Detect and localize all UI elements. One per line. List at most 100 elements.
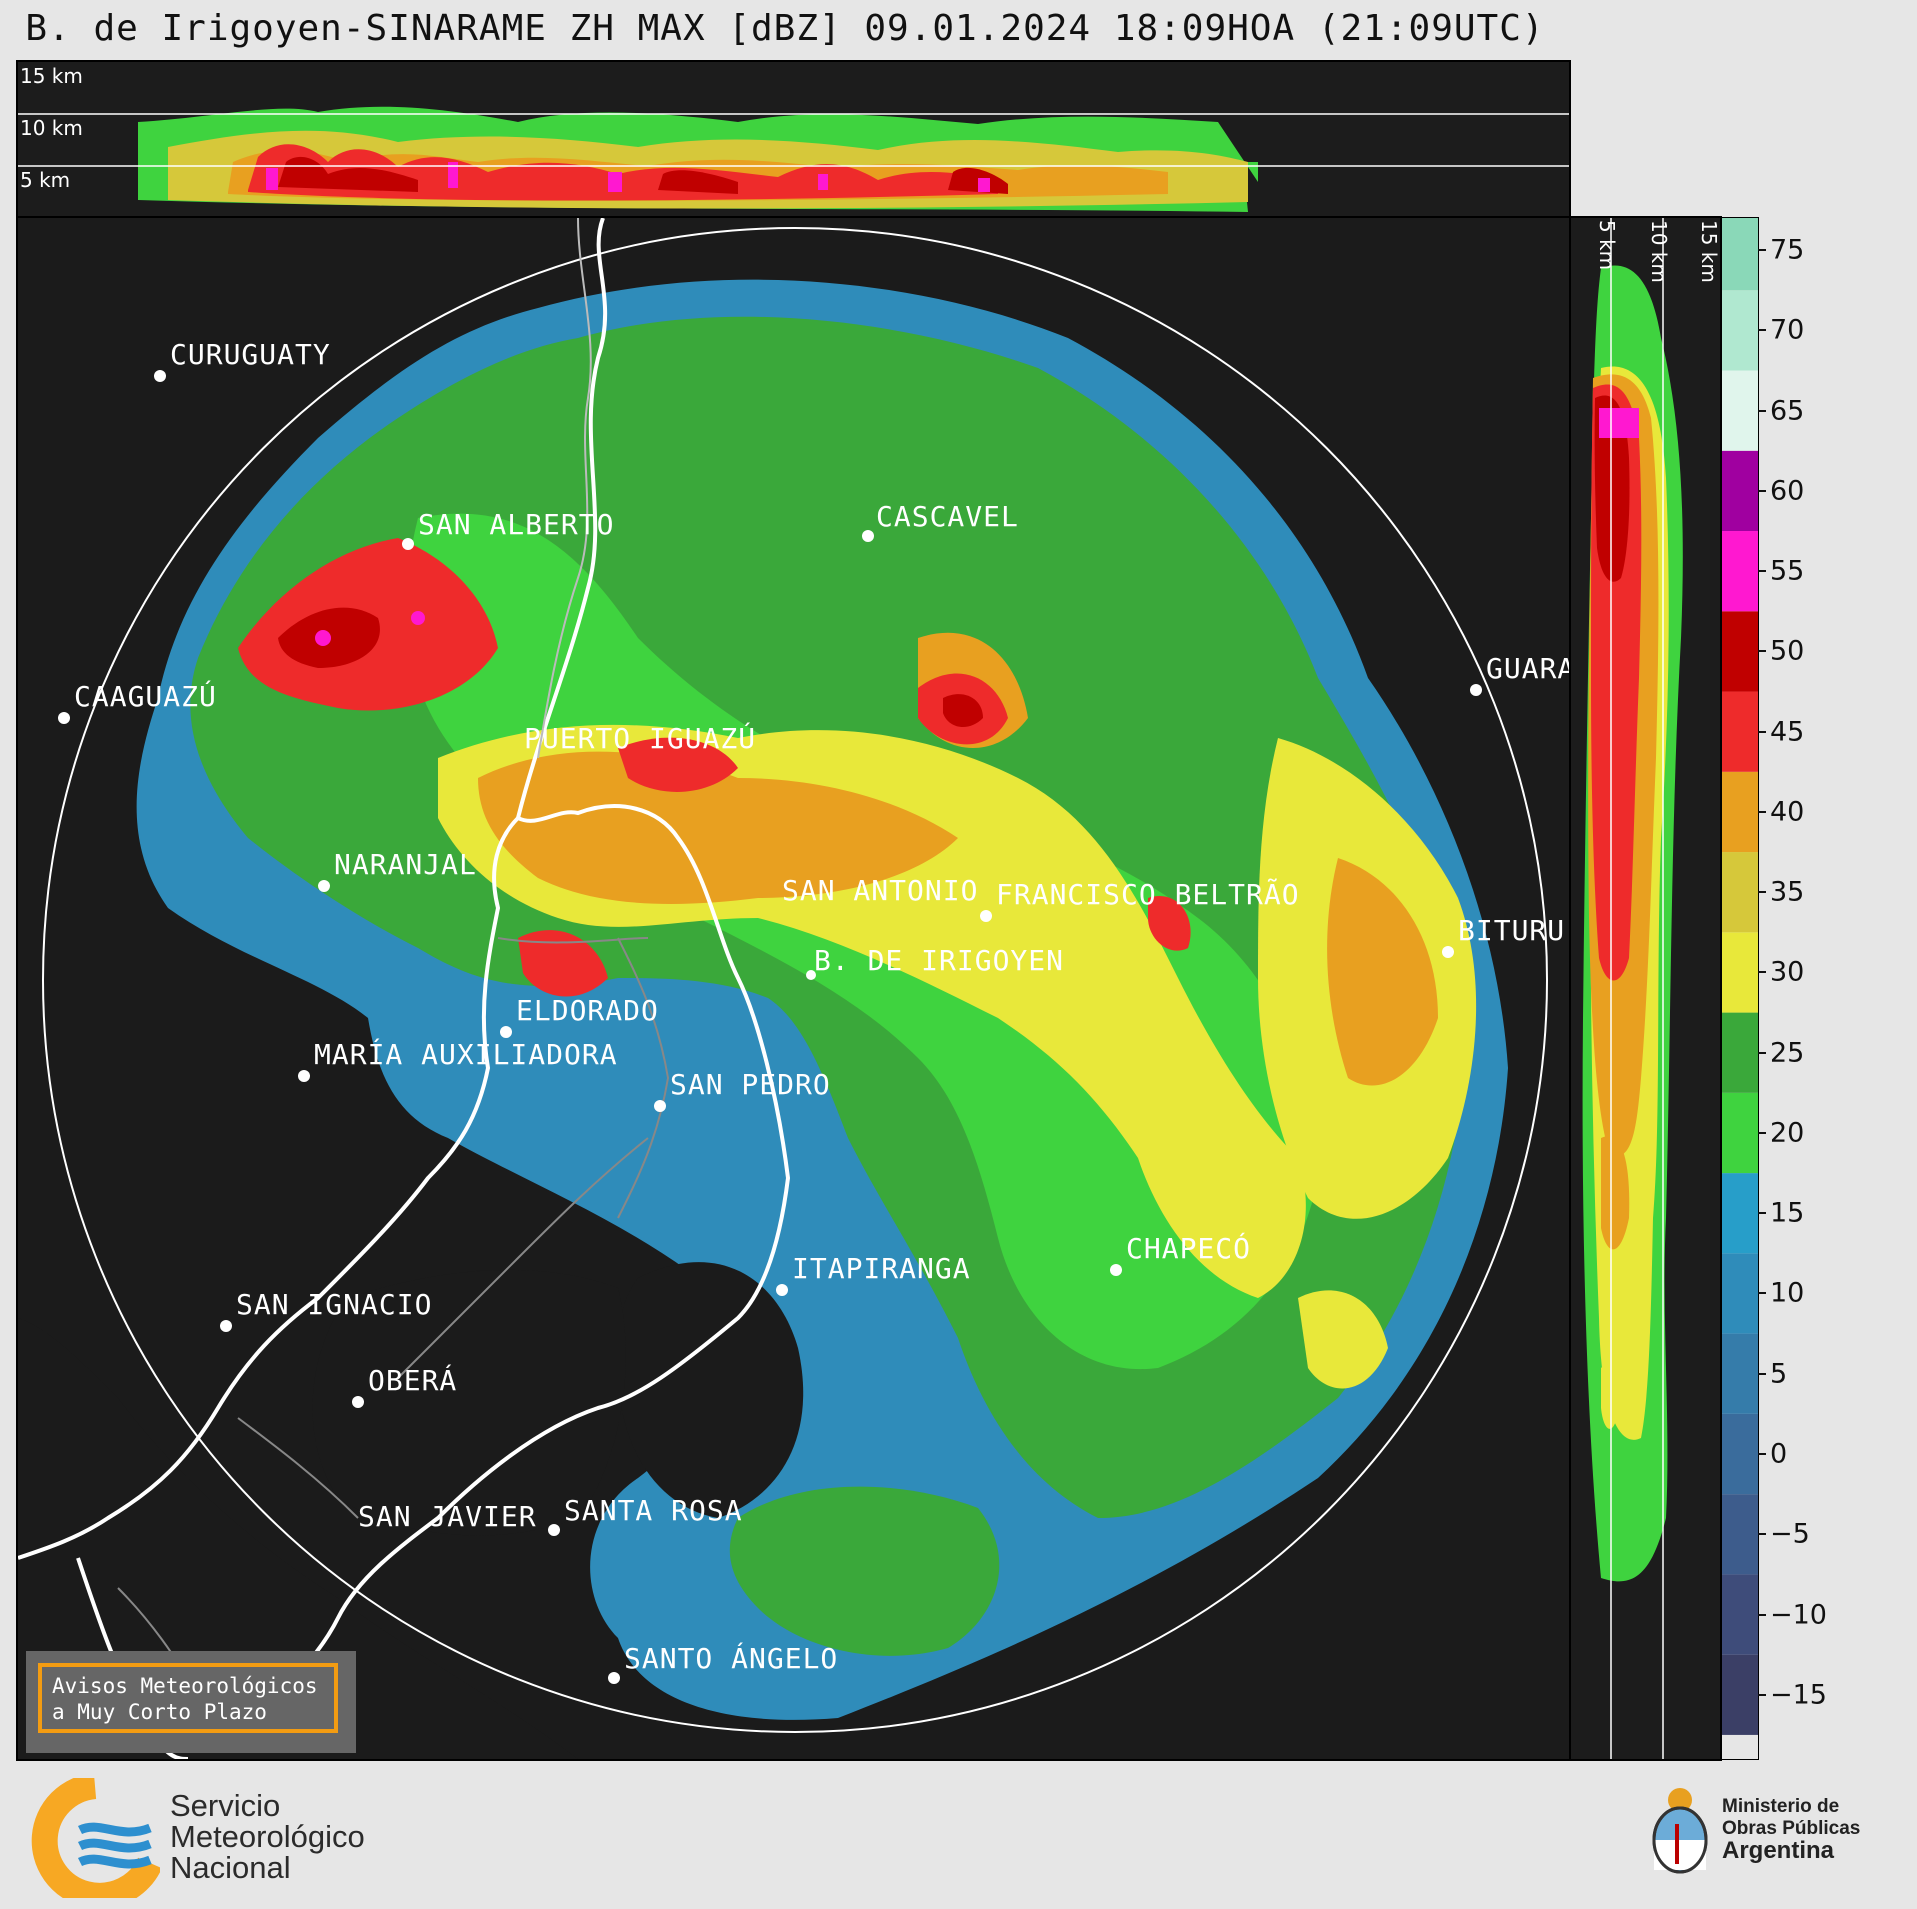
city-label-chapeco: CHAPECÓ <box>1126 1232 1252 1265</box>
city-dot-obera <box>352 1396 364 1408</box>
top-cross-section-echoes <box>18 106 1569 212</box>
side-alt-5km: 5 km <box>1595 220 1619 271</box>
city-label-san-alberto: SAN ALBERTO <box>418 508 615 541</box>
colorbar-tick-mark <box>1758 1131 1766 1134</box>
colorbar-band <box>1722 852 1758 933</box>
city-dot-curuguaty <box>154 370 166 382</box>
city-dot-itapiranga <box>776 1284 788 1296</box>
colorbar-tick-mark <box>1758 810 1766 813</box>
colorbar-band <box>1722 932 1758 1013</box>
smn-logo-icon <box>31 1778 160 1898</box>
colorbar-tick-mark <box>1758 891 1766 894</box>
city-dot-santo-angelo <box>608 1672 620 1684</box>
colorbar-band <box>1722 450 1758 532</box>
city-dot-francisco-beltrao <box>980 910 992 922</box>
colorbar-tick-label: 5 <box>1770 1358 1788 1390</box>
side-alt-15km: 15 km <box>1697 220 1720 283</box>
colorbar-tick-mark <box>1758 1292 1766 1295</box>
colorbar-band <box>1722 1253 1758 1334</box>
city-label-francisco-beltrao: FRANCISCO BELTRÃO <box>996 878 1300 911</box>
colorbar-tick-mark <box>1758 570 1766 573</box>
colorbar-band <box>1722 1654 1758 1735</box>
aviso-box: Avisos Meteorológicos a Muy Corto Plazo <box>26 1651 356 1753</box>
city-label-san-pedro: SAN PEDRO <box>670 1068 831 1101</box>
city-dot-cascavel <box>862 530 874 542</box>
colorbar-tick-mark <box>1758 971 1766 974</box>
colorbar-tick-label: 20 <box>1770 1117 1805 1149</box>
colorbar-tick-label: −15 <box>1770 1679 1827 1711</box>
aviso-line-1: Avisos Meteorológicos <box>52 1674 318 1698</box>
city-dot-chapeco <box>1110 1264 1122 1276</box>
city-label-san-ignacio: SAN IGNACIO <box>236 1288 433 1321</box>
colorbar-band <box>1722 1012 1758 1093</box>
city-dot-san-pedro <box>654 1100 666 1112</box>
side-cross-section: 5 km 10 km 15 km <box>1569 216 1722 1761</box>
coat-of-arms-icon <box>1652 1788 1708 1874</box>
colorbar-band <box>1722 611 1758 692</box>
map-title: B. de Irigoyen-SINARAME ZH MAX [dBZ] 09.… <box>25 8 1545 49</box>
colorbar-band <box>1722 1413 1758 1495</box>
city-dot-biturui <box>1442 946 1454 958</box>
colorbar-band <box>1722 531 1758 612</box>
dbz-colorbar-gradient <box>1722 218 1758 1735</box>
colorbar-tick-mark <box>1758 1372 1766 1375</box>
colorbar-tick-mark <box>1758 650 1766 653</box>
colorbar-tick-mark <box>1758 1613 1766 1616</box>
city-label-caaguazu: CAAGUAZÚ <box>74 680 217 713</box>
side-cross-section-echoes <box>1582 218 1683 1759</box>
city-label-itapiranga: ITAPIRANGA <box>792 1252 971 1285</box>
colorbar-tick-label: 45 <box>1770 716 1805 748</box>
colorbar-band <box>1722 1494 1758 1575</box>
top-alt-15km: 15 km <box>20 64 83 88</box>
side-alt-10km: 10 km <box>1647 220 1671 283</box>
aviso-frame: Avisos Meteorológicos a Muy Corto Plazo <box>38 1663 338 1733</box>
aviso-line-2: a Muy Corto Plazo <box>52 1700 267 1724</box>
colorbar-band <box>1722 1574 1758 1655</box>
colorbar-tick-label: −5 <box>1770 1518 1810 1550</box>
colorbar-tick-mark <box>1758 1051 1766 1054</box>
ministerio-line-1: Ministerio de <box>1722 1796 1840 1817</box>
city-dot-san-ignacio <box>220 1320 232 1332</box>
ministerio-wordmark: Ministerio de Obras Públicas Argentina <box>1722 1796 1860 1863</box>
city-label-biturui: BITURU <box>1458 914 1566 947</box>
colorbar-tick-mark <box>1758 1533 1766 1536</box>
smn-line-3: Nacional <box>170 1850 291 1885</box>
colorbar-tick-mark <box>1758 1212 1766 1215</box>
dbz-colorbar <box>1721 217 1759 1760</box>
city-dot-naranjal <box>318 880 330 892</box>
colorbar-tick-label: 35 <box>1770 876 1805 908</box>
colorbar-tick-mark <box>1758 409 1766 412</box>
city-dot-caaguazu <box>58 712 70 724</box>
colorbar-tick-label: 60 <box>1770 475 1805 507</box>
colorbar-tick-label: 0 <box>1770 1438 1788 1470</box>
smn-line-2: Meteorológico <box>170 1819 365 1854</box>
colorbar-tick-label: 65 <box>1770 395 1805 427</box>
smn-wordmark: Servicio Meteorológico Nacional <box>170 1790 365 1883</box>
colorbar-band <box>1722 1173 1758 1254</box>
top-alt-5km: 5 km <box>20 168 71 192</box>
city-label-maria-auxiliadora: MARÍA AUXILIADORA <box>314 1038 618 1071</box>
city-label-san-antonio: SAN ANTONIO <box>782 874 979 907</box>
city-dot-san-alberto <box>402 538 414 550</box>
colorbar-tick-mark <box>1758 1453 1766 1455</box>
city-label-obera: OBERÁ <box>368 1364 458 1397</box>
smn-line-1: Servicio <box>170 1788 281 1823</box>
top-alt-10km: 10 km <box>20 116 83 140</box>
colorbar-tick-mark <box>1758 1693 1766 1696</box>
city-label-cascavel: CASCAVEL <box>876 500 1019 533</box>
top-cross-section: 15 km 10 km 5 km <box>16 60 1571 218</box>
city-label-puerto-iguazu: PUERTO IGUAZÚ <box>524 722 757 755</box>
city-label-guara: GUARA <box>1486 652 1569 685</box>
colorbar-tick-label: 50 <box>1770 635 1805 667</box>
colorbar-tick-label: 55 <box>1770 555 1805 587</box>
city-dot-guara <box>1470 684 1482 696</box>
colorbar-band <box>1722 691 1758 772</box>
colorbar-tick-mark <box>1758 730 1766 733</box>
colorbar-tick-mark <box>1758 329 1766 332</box>
city-label-san-javier: SAN JAVIER <box>358 1500 537 1533</box>
city-label-santo-angelo: SANTO ÁNGELO <box>624 1642 839 1675</box>
colorbar-band <box>1722 290 1758 371</box>
colorbar-band <box>1722 1333 1758 1414</box>
colorbar-tick-label: 40 <box>1770 796 1805 828</box>
colorbar-tick-label: −10 <box>1770 1599 1827 1631</box>
